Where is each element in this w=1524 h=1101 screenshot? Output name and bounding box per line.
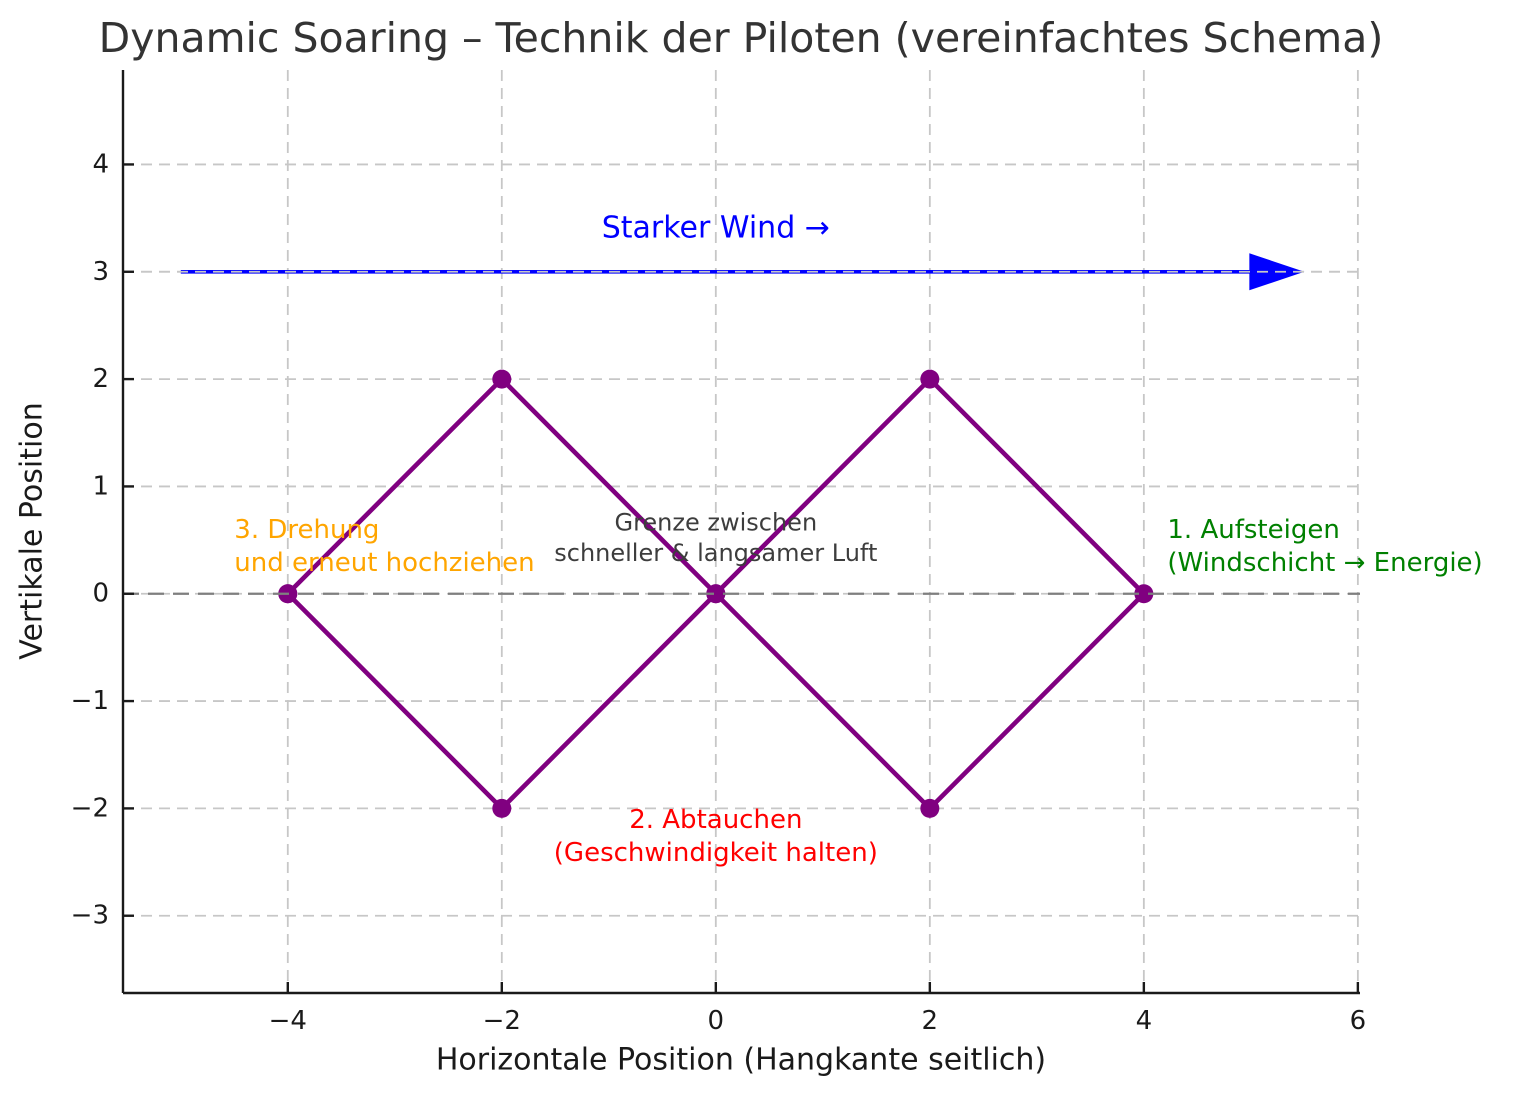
annotation-step-3-drehung: 3. Drehung — [234, 515, 379, 545]
y-tick-label: −1 — [71, 686, 109, 716]
x-axis-label: Horizontale Position (Hangkante seitlich… — [435, 1042, 1047, 1078]
y-tick-label: 3 — [92, 257, 109, 287]
annotation-boundary-label: Grenze zwischen — [614, 509, 817, 537]
annotation-step-2-abtauchen: 2. Abtauchen — [629, 805, 802, 835]
y-tick-label: −3 — [71, 901, 109, 931]
y-tick-label: 4 — [92, 149, 109, 179]
annotation-step-1-aufsteigen: (Windschicht → Energie) — [1167, 548, 1482, 578]
flight-path-marker — [706, 584, 726, 604]
x-tick-label: 2 — [922, 1006, 939, 1036]
flight-path-marker — [920, 369, 940, 389]
wind-label: Starker Wind → — [602, 210, 830, 245]
y-tick-label: 2 — [92, 364, 109, 394]
flight-path-marker — [1134, 584, 1154, 604]
y-tick-label: −2 — [71, 793, 109, 823]
x-tick-label: 4 — [1136, 1006, 1153, 1036]
x-tick-label: −4 — [269, 1006, 307, 1036]
y-axis-label: Vertikale Position — [14, 402, 50, 660]
flight-path-marker — [920, 798, 940, 818]
annotation-boundary-label: schneller & langsamer Luft — [554, 539, 877, 567]
chart-title: Dynamic Soaring – Technik der Piloten (v… — [98, 14, 1384, 62]
flight-path-marker — [492, 798, 512, 818]
annotation-step-1-aufsteigen: 1. Aufsteigen — [1167, 515, 1339, 545]
y-tick-label: 1 — [92, 471, 109, 501]
x-tick-label: 6 — [1350, 1006, 1367, 1036]
y-tick-label: 0 — [92, 579, 109, 609]
annotation-step-3-drehung: und erneut hochziehen — [234, 548, 534, 578]
x-tick-label: −2 — [483, 1006, 521, 1036]
flight-path-marker — [492, 369, 512, 389]
annotation-step-2-abtauchen: (Geschwindigkeit halten) — [554, 838, 878, 868]
x-tick-label: 0 — [708, 1006, 725, 1036]
